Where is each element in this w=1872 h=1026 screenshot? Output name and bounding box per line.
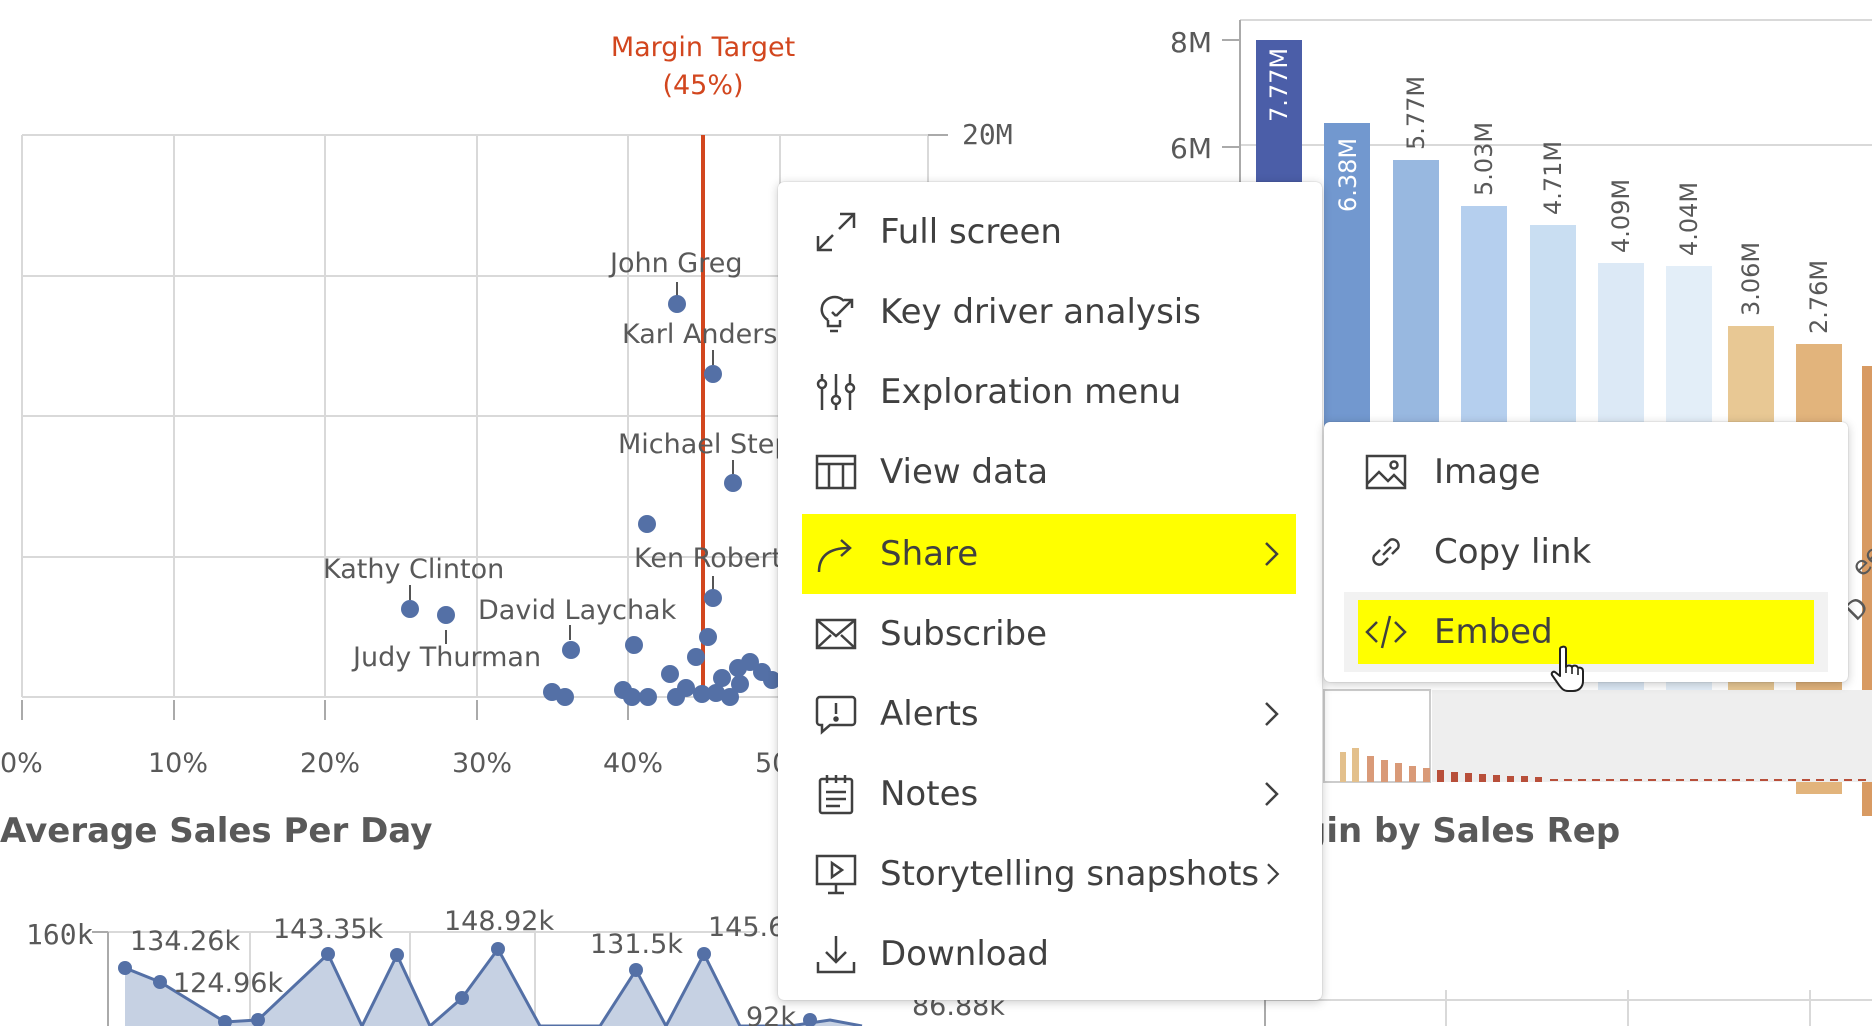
table-icon [814,450,858,494]
key-driver-icon [814,290,858,334]
submenu-item-image[interactable]: Image [1344,432,1828,512]
line-y-tick: 160k [26,918,94,951]
line-point-label: 124.96k [173,968,283,999]
menu-item-full-screen[interactable]: Full screen [802,192,1296,272]
embed-highlight [1358,600,1814,664]
menu-item-view-data[interactable]: View data [802,432,1296,512]
line-chart[interactable]: 160k 134.26k 124.96k 143.35k 148.92k 131… [26,906,1005,1026]
bar-axis-fragment: ee [1846,539,1872,583]
share-submenu: Image Copy link Embed [1324,422,1848,682]
x-tick-label: 40% [603,748,663,779]
menu-item-label: Key driver analysis [880,292,1201,332]
mini-chart-scrollbar[interactable] [1323,689,1872,783]
submenu-item-label: Copy link [1434,532,1592,572]
submenu-item-label: Embed [1434,612,1553,652]
share-arrow-icon [814,532,858,576]
menu-item-label: Full screen [880,212,1062,252]
menu-item-exploration-menu[interactable]: Exploration menu [802,352,1296,432]
menu-item-storytelling-snapshots[interactable]: Storytelling snapshots [802,834,1296,914]
bar-value-label: 4.09M [1607,179,1635,253]
bar-value-label: 5.77M [1402,76,1430,150]
menu-item-subscribe[interactable]: Subscribe [802,594,1296,674]
bar-chart-title: gin by Sales Rep [1302,811,1620,851]
menu-item-notes[interactable]: Notes [802,754,1296,834]
x-tick-label: 30% [452,748,512,779]
submenu-item-label: Image [1434,452,1541,492]
menu-item-label: Exploration menu [880,372,1182,412]
menu-item-alerts[interactable]: Alerts [802,674,1296,754]
bar-value-label: 5.03M [1470,122,1498,196]
line-point-label: 145.6 [708,912,785,943]
line-point-label: 134.26k [130,926,240,957]
chevron-right-icon [1265,702,1279,726]
hand-cursor-icon [1550,645,1584,692]
scatter-y-tick-label: 20M [962,118,1013,151]
link-icon [1364,530,1408,574]
bar-y-tick: 6M [1170,132,1212,165]
menu-item-label: Download [880,934,1050,974]
margin-target-value: (45%) [662,70,743,101]
bar-value-label: 7.77M [1265,48,1293,122]
menu-item-label: Alerts [880,694,979,734]
margin-target-label: Margin Target [611,32,795,63]
fullscreen-icon [814,210,858,254]
menu-item-label: Storytelling snapshots [880,854,1260,894]
context-menu: Full screen Key driver analysis Explorat… [778,182,1322,1000]
point-label: Michael Step [618,429,791,460]
bar-value-label: 4.04M [1675,182,1703,256]
line-point-label: 143.35k [273,914,383,945]
bar-value-label: 3.06M [1737,242,1765,316]
line-point-label: 131.5k [590,929,683,960]
code-icon [1364,610,1408,654]
envelope-icon [814,612,858,656]
point-label: Ken Robert [634,543,782,574]
bar-value-label: 4.71M [1539,141,1567,215]
menu-item-key-driver-analysis[interactable]: Key driver analysis [802,272,1296,352]
image-icon [1364,450,1408,494]
point-label: John Greg [608,248,742,279]
chevron-right-icon [1265,542,1279,566]
submenu-item-embed[interactable]: Embed [1344,592,1828,672]
point-label: David Laychak [478,595,677,626]
point-label: Judy Thurman [351,642,541,673]
snapshot-icon [814,852,858,896]
chevron-right-icon [1267,863,1280,885]
download-icon [814,932,858,976]
line-point-label: 148.92k [444,906,554,937]
submenu-item-copy-link[interactable]: Copy link [1344,512,1828,592]
sliders-icon [814,370,858,414]
line-chart-title: Average Sales Per Day [0,811,432,851]
bar-y-tick: 8M [1170,26,1212,59]
line-point-label: 92k [746,1002,796,1026]
scatter-points[interactable] [401,295,781,706]
x-tick-label: 10% [148,748,208,779]
chevron-right-icon [1265,782,1279,806]
notes-icon [814,772,858,816]
menu-item-share[interactable]: Share [802,514,1296,594]
point-label: Karl Anderso [622,319,794,350]
x-tick-label: 0% [0,748,43,779]
menu-item-label: Notes [880,774,979,814]
bar-value-label: 2.76M [1805,260,1833,334]
x-tick-label: 20% [300,748,360,779]
menu-item-download[interactable]: Download [802,914,1296,994]
point-label: Kathy Clinton [323,554,504,585]
menu-item-label: Share [880,534,979,574]
menu-item-label: Subscribe [880,614,1048,654]
bar-value-label: 6.38M [1334,138,1362,212]
alert-icon [814,692,858,736]
menu-item-label: View data [880,452,1049,492]
